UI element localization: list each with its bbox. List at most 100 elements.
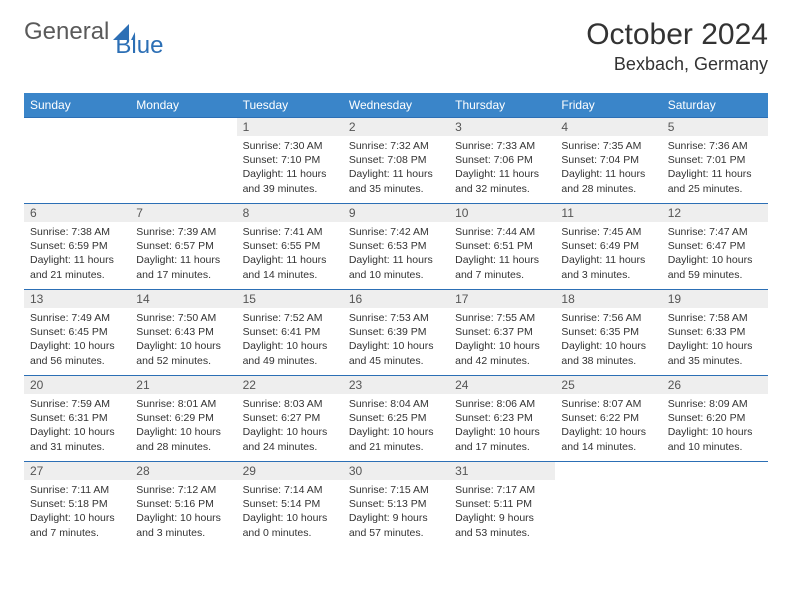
day-details: Sunrise: 8:01 AMSunset: 6:29 PMDaylight:… (130, 394, 236, 458)
calendar-cell (130, 118, 236, 204)
day-number: 13 (24, 290, 130, 308)
day-details: Sunrise: 7:35 AMSunset: 7:04 PMDaylight:… (555, 136, 661, 200)
weekday-header: Friday (555, 93, 661, 118)
day-details: Sunrise: 7:39 AMSunset: 6:57 PMDaylight:… (130, 222, 236, 286)
calendar-cell (24, 118, 130, 204)
day-details: Sunrise: 7:30 AMSunset: 7:10 PMDaylight:… (237, 136, 343, 200)
day-details: Sunrise: 7:52 AMSunset: 6:41 PMDaylight:… (237, 308, 343, 372)
day-number: 11 (555, 204, 661, 222)
calendar-cell: 23Sunrise: 8:04 AMSunset: 6:25 PMDayligh… (343, 376, 449, 462)
day-number: 17 (449, 290, 555, 308)
calendar-row: 27Sunrise: 7:11 AMSunset: 5:18 PMDayligh… (24, 462, 768, 548)
day-number: 24 (449, 376, 555, 394)
day-details: Sunrise: 7:14 AMSunset: 5:14 PMDaylight:… (237, 480, 343, 544)
day-number: 15 (237, 290, 343, 308)
day-number: 23 (343, 376, 449, 394)
calendar-cell (555, 462, 661, 548)
day-number: 10 (449, 204, 555, 222)
day-number: 6 (24, 204, 130, 222)
calendar-cell: 21Sunrise: 8:01 AMSunset: 6:29 PMDayligh… (130, 376, 236, 462)
calendar-cell (662, 462, 768, 548)
logo: General Blue (24, 18, 163, 46)
day-number: 27 (24, 462, 130, 480)
calendar-cell: 29Sunrise: 7:14 AMSunset: 5:14 PMDayligh… (237, 462, 343, 548)
title-block: October 2024 Bexbach, Germany (586, 18, 768, 75)
day-number: 18 (555, 290, 661, 308)
calendar-cell: 20Sunrise: 7:59 AMSunset: 6:31 PMDayligh… (24, 376, 130, 462)
day-number: 22 (237, 376, 343, 394)
month-title: October 2024 (586, 18, 768, 52)
day-details: Sunrise: 7:44 AMSunset: 6:51 PMDaylight:… (449, 222, 555, 286)
day-number: 30 (343, 462, 449, 480)
day-number: 25 (555, 376, 661, 394)
calendar-cell: 9Sunrise: 7:42 AMSunset: 6:53 PMDaylight… (343, 204, 449, 290)
weekday-header: Thursday (449, 93, 555, 118)
day-details: Sunrise: 7:42 AMSunset: 6:53 PMDaylight:… (343, 222, 449, 286)
day-number: 16 (343, 290, 449, 308)
calendar-cell: 16Sunrise: 7:53 AMSunset: 6:39 PMDayligh… (343, 290, 449, 376)
calendar-cell: 31Sunrise: 7:17 AMSunset: 5:11 PMDayligh… (449, 462, 555, 548)
day-number: 21 (130, 376, 236, 394)
calendar-row: 6Sunrise: 7:38 AMSunset: 6:59 PMDaylight… (24, 204, 768, 290)
calendar-cell: 26Sunrise: 8:09 AMSunset: 6:20 PMDayligh… (662, 376, 768, 462)
calendar-cell: 13Sunrise: 7:49 AMSunset: 6:45 PMDayligh… (24, 290, 130, 376)
day-number: 19 (662, 290, 768, 308)
weekday-header: Tuesday (237, 93, 343, 118)
weekday-header: Sunday (24, 93, 130, 118)
day-details: Sunrise: 7:12 AMSunset: 5:16 PMDaylight:… (130, 480, 236, 544)
day-number: 26 (662, 376, 768, 394)
day-details: Sunrise: 7:55 AMSunset: 6:37 PMDaylight:… (449, 308, 555, 372)
day-number: 1 (237, 118, 343, 136)
day-details: Sunrise: 7:58 AMSunset: 6:33 PMDaylight:… (662, 308, 768, 372)
day-number: 8 (237, 204, 343, 222)
calendar-cell: 2Sunrise: 7:32 AMSunset: 7:08 PMDaylight… (343, 118, 449, 204)
logo-text-general: General (24, 18, 109, 46)
calendar-cell: 6Sunrise: 7:38 AMSunset: 6:59 PMDaylight… (24, 204, 130, 290)
day-details: Sunrise: 7:32 AMSunset: 7:08 PMDaylight:… (343, 136, 449, 200)
weekday-header: Saturday (662, 93, 768, 118)
day-details: Sunrise: 8:07 AMSunset: 6:22 PMDaylight:… (555, 394, 661, 458)
calendar-cell: 24Sunrise: 8:06 AMSunset: 6:23 PMDayligh… (449, 376, 555, 462)
day-details: Sunrise: 7:53 AMSunset: 6:39 PMDaylight:… (343, 308, 449, 372)
day-number: 28 (130, 462, 236, 480)
day-number: 9 (343, 204, 449, 222)
day-number: 3 (449, 118, 555, 136)
calendar-table: SundayMondayTuesdayWednesdayThursdayFrid… (24, 93, 768, 548)
day-number: 12 (662, 204, 768, 222)
calendar-cell: 11Sunrise: 7:45 AMSunset: 6:49 PMDayligh… (555, 204, 661, 290)
day-details: Sunrise: 7:56 AMSunset: 6:35 PMDaylight:… (555, 308, 661, 372)
day-number: 29 (237, 462, 343, 480)
calendar-cell: 1Sunrise: 7:30 AMSunset: 7:10 PMDaylight… (237, 118, 343, 204)
header: General Blue October 2024 Bexbach, Germa… (24, 18, 768, 75)
day-number: 14 (130, 290, 236, 308)
day-details: Sunrise: 7:59 AMSunset: 6:31 PMDaylight:… (24, 394, 130, 458)
calendar-cell: 22Sunrise: 8:03 AMSunset: 6:27 PMDayligh… (237, 376, 343, 462)
calendar-header-row: SundayMondayTuesdayWednesdayThursdayFrid… (24, 93, 768, 118)
calendar-cell: 10Sunrise: 7:44 AMSunset: 6:51 PMDayligh… (449, 204, 555, 290)
calendar-row: 20Sunrise: 7:59 AMSunset: 6:31 PMDayligh… (24, 376, 768, 462)
day-number: 4 (555, 118, 661, 136)
weekday-header: Monday (130, 93, 236, 118)
day-details: Sunrise: 7:50 AMSunset: 6:43 PMDaylight:… (130, 308, 236, 372)
calendar-cell: 19Sunrise: 7:58 AMSunset: 6:33 PMDayligh… (662, 290, 768, 376)
day-details: Sunrise: 7:45 AMSunset: 6:49 PMDaylight:… (555, 222, 661, 286)
day-details: Sunrise: 8:03 AMSunset: 6:27 PMDaylight:… (237, 394, 343, 458)
day-number: 5 (662, 118, 768, 136)
day-details: Sunrise: 7:47 AMSunset: 6:47 PMDaylight:… (662, 222, 768, 286)
weekday-header: Wednesday (343, 93, 449, 118)
day-details: Sunrise: 7:38 AMSunset: 6:59 PMDaylight:… (24, 222, 130, 286)
calendar-cell: 7Sunrise: 7:39 AMSunset: 6:57 PMDaylight… (130, 204, 236, 290)
day-number: 2 (343, 118, 449, 136)
calendar-body: 1Sunrise: 7:30 AMSunset: 7:10 PMDaylight… (24, 118, 768, 548)
calendar-cell: 15Sunrise: 7:52 AMSunset: 6:41 PMDayligh… (237, 290, 343, 376)
calendar-cell: 27Sunrise: 7:11 AMSunset: 5:18 PMDayligh… (24, 462, 130, 548)
location: Bexbach, Germany (586, 54, 768, 75)
calendar-cell: 12Sunrise: 7:47 AMSunset: 6:47 PMDayligh… (662, 204, 768, 290)
calendar-cell: 3Sunrise: 7:33 AMSunset: 7:06 PMDaylight… (449, 118, 555, 204)
day-details: Sunrise: 8:06 AMSunset: 6:23 PMDaylight:… (449, 394, 555, 458)
day-details: Sunrise: 8:04 AMSunset: 6:25 PMDaylight:… (343, 394, 449, 458)
calendar-cell: 17Sunrise: 7:55 AMSunset: 6:37 PMDayligh… (449, 290, 555, 376)
day-details: Sunrise: 7:33 AMSunset: 7:06 PMDaylight:… (449, 136, 555, 200)
calendar-row: 1Sunrise: 7:30 AMSunset: 7:10 PMDaylight… (24, 118, 768, 204)
day-details: Sunrise: 7:36 AMSunset: 7:01 PMDaylight:… (662, 136, 768, 200)
